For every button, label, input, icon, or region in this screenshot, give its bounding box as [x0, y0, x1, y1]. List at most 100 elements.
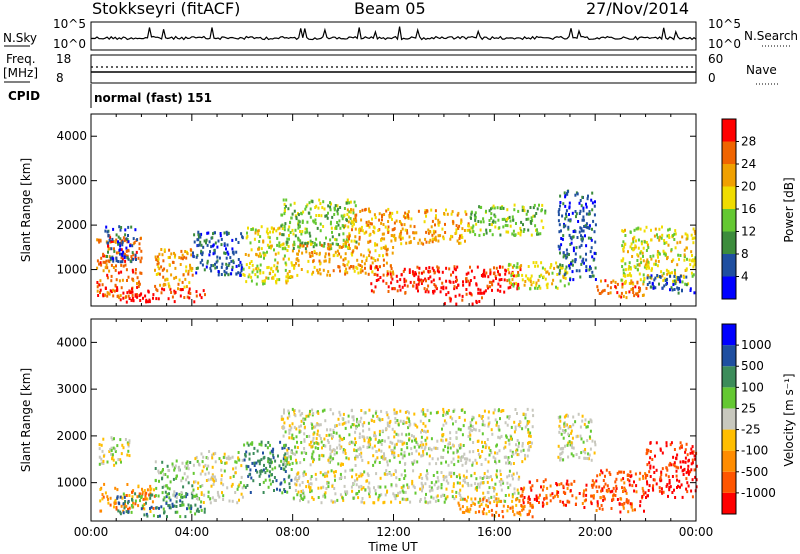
power-cell	[183, 296, 186, 299]
power-cell	[671, 271, 673, 275]
velocity-cell	[228, 499, 231, 503]
power-cell	[334, 226, 337, 230]
power-cell	[109, 289, 112, 293]
power-cell	[584, 224, 587, 228]
power-cell	[588, 224, 591, 228]
power-cell	[620, 259, 623, 263]
power-cell	[499, 233, 502, 237]
power-cell	[403, 267, 406, 271]
velocity-cell	[432, 474, 435, 477]
power-cell	[123, 253, 126, 256]
power-cell	[588, 210, 591, 214]
velocity-cell	[235, 460, 238, 464]
velocity-cell	[354, 437, 357, 441]
velocity-cell	[127, 442, 130, 446]
velocity-cell	[378, 461, 381, 464]
power-cell	[108, 269, 111, 273]
velocity-cell	[152, 507, 155, 510]
velocity-cell	[294, 452, 297, 456]
power-cell	[114, 268, 117, 272]
power-cell	[489, 270, 492, 274]
power-cell	[401, 285, 404, 289]
power-cell	[571, 263, 574, 267]
power-cell	[488, 285, 491, 289]
velocity-cell	[338, 434, 341, 438]
power-cell	[673, 232, 676, 236]
power-cell	[155, 287, 158, 291]
velocity-cell	[562, 458, 565, 462]
velocity-cell	[107, 501, 110, 505]
power-cell	[379, 276, 382, 279]
power-cell	[306, 270, 309, 274]
power-cell	[591, 191, 594, 195]
power-cell	[232, 250, 235, 254]
power-cell	[456, 265, 459, 269]
power-cell	[656, 233, 658, 237]
velocity-cell	[593, 451, 596, 455]
velocity-cell	[403, 497, 406, 501]
power-cell	[583, 261, 585, 265]
velocity-cell	[355, 483, 358, 487]
power-cell	[460, 233, 463, 237]
power-cell	[349, 217, 352, 221]
velocity-cell	[253, 446, 256, 450]
velocity-cell	[560, 482, 563, 486]
power-cell	[270, 226, 273, 230]
velocity-cell	[217, 493, 220, 497]
power-cell	[623, 281, 626, 285]
power-cell	[521, 278, 524, 282]
power-cell	[569, 219, 572, 223]
velocity-cell	[361, 473, 364, 477]
power-cell	[669, 274, 672, 278]
power-cell	[538, 274, 541, 278]
power-cell	[425, 240, 428, 244]
power-cell	[578, 245, 581, 249]
power-cell	[587, 236, 590, 240]
power-cell	[174, 290, 177, 294]
power-cell	[418, 271, 421, 275]
power-cell	[314, 221, 317, 225]
power-cell	[412, 272, 414, 276]
power-cell	[329, 238, 332, 242]
velocity-cell	[351, 415, 354, 419]
velocity-cell	[529, 434, 532, 438]
power-cell	[629, 267, 632, 271]
time-axis: 00:00 04:00 08:00 12:00 16:00 20:00 00:00	[74, 525, 714, 539]
power-cell	[647, 274, 650, 278]
power-cell	[452, 270, 455, 274]
velocity-cell	[288, 486, 291, 489]
velocity-cell	[493, 486, 496, 490]
power-cell	[125, 246, 128, 250]
velocity-cell	[302, 497, 304, 501]
velocity-cell	[339, 493, 342, 497]
velocity-cell	[303, 438, 306, 442]
velocity-cell	[376, 415, 379, 418]
velocity-cell	[109, 496, 112, 500]
power-cell	[572, 246, 575, 250]
velocity-cell	[317, 496, 320, 499]
velocity-cell	[259, 472, 262, 476]
power-cell	[437, 223, 440, 227]
power-cell	[392, 270, 394, 274]
power-colorbar-segment	[722, 164, 736, 187]
power-cell	[622, 274, 625, 278]
velocity-cell	[504, 499, 507, 503]
power-cell	[112, 294, 115, 298]
velocity-cell	[592, 483, 595, 487]
velocity-cell	[330, 433, 333, 437]
velocity-cell	[443, 419, 446, 423]
power-cell	[666, 257, 668, 261]
power-cell	[210, 245, 213, 249]
power-cell	[585, 212, 588, 216]
power-cell	[674, 273, 677, 276]
velocity-cell	[440, 461, 443, 465]
power-cell	[445, 266, 448, 270]
velocity-cell	[408, 411, 410, 415]
power-cell	[485, 228, 488, 232]
velocity-cell	[312, 436, 315, 440]
velocity-cell	[344, 448, 347, 452]
power-cell	[227, 273, 230, 277]
power-cell	[99, 288, 102, 292]
velocity-cell	[587, 452, 590, 456]
power-cell	[352, 266, 355, 270]
